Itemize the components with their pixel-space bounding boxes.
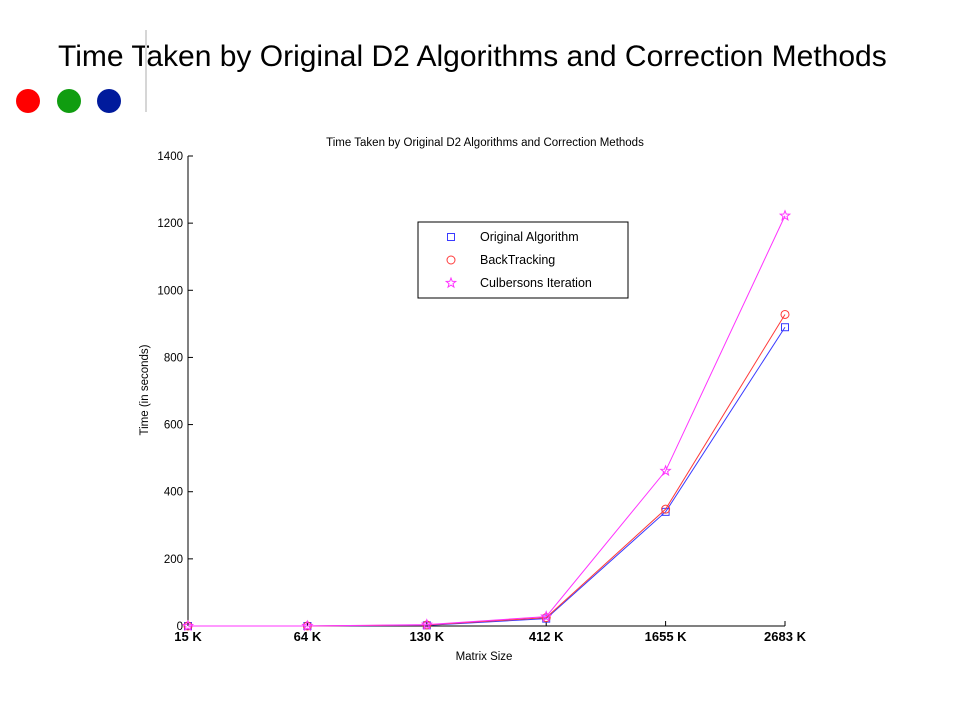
slide-title: Time Taken by Original D2 Algorithms and…	[58, 40, 887, 73]
legend-marker	[446, 255, 456, 265]
title-divider	[145, 30, 147, 112]
y-tick-label: 400	[164, 487, 183, 499]
legend-marker	[447, 233, 455, 241]
blue-bullet-dot	[97, 89, 121, 113]
data-point	[781, 323, 789, 332]
data-point	[301, 619, 314, 632]
x-axis-ticks: 15 K 64 K 130 K 412 K 1655 K 2683 K	[174, 621, 807, 644]
x-tick-label: 2683 K	[764, 629, 807, 644]
x-tick-label: 15 K	[174, 629, 202, 644]
x-tick-label: 130 K	[409, 629, 444, 644]
series-backtracking	[183, 309, 790, 631]
y-tick-label: 1400	[157, 151, 183, 163]
y-tick-label: 600	[164, 420, 183, 432]
data-point	[420, 618, 433, 630]
legend-label: Culbersons Iteration	[480, 276, 592, 290]
y-tick-label: 1000	[157, 285, 183, 297]
y-tick-label: 1200	[157, 218, 183, 230]
legend-label: BackTracking	[480, 253, 555, 267]
legend-label: Original Algorithm	[480, 230, 579, 244]
red-bullet-dot	[16, 89, 40, 113]
chart-legend: Original Algorithm BackTracking Culbersons…	[417, 221, 629, 299]
x-tick-label: 412 K	[529, 629, 564, 644]
chart-series	[181, 209, 792, 632]
y-tick-label: 800	[164, 352, 183, 364]
x-tick-label: 1655 K	[645, 629, 688, 644]
x-axis-label: Matrix Size	[456, 651, 513, 663]
y-tick-label: 200	[164, 554, 183, 566]
data-point	[659, 464, 672, 477]
series-original-algorithm	[184, 323, 789, 630]
data-point	[661, 504, 671, 514]
y-axis-ticks: 0 200 400 600 800 1000 1200 1400	[157, 151, 193, 633]
x-tick-label: 64 K	[294, 629, 322, 644]
data-point	[778, 209, 792, 221]
legend-marker	[444, 276, 458, 289]
chart-title: Time Taken by Original D2 Algorithms and…	[326, 137, 644, 149]
series-line	[188, 215, 786, 627]
y-tick-label: 0	[177, 621, 183, 633]
data-point	[540, 610, 553, 622]
data-point	[181, 619, 195, 632]
series-line	[188, 326, 786, 627]
data-point	[780, 309, 790, 319]
y-axis-label: Time (in seconds)	[139, 344, 151, 435]
series-culbersons-iteration	[181, 209, 792, 632]
data-point	[541, 613, 551, 623]
green-bullet-dot	[57, 89, 81, 113]
series-line	[188, 314, 786, 627]
